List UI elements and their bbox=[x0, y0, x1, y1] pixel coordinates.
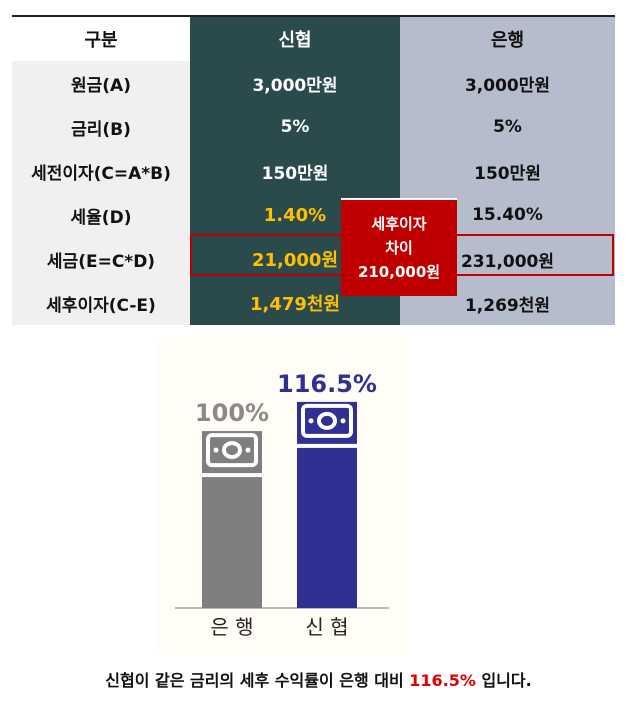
callout-line-1: 세후이자 bbox=[371, 215, 427, 233]
shinhyup-value: 5% bbox=[190, 105, 400, 149]
bar-1 bbox=[297, 401, 357, 608]
summary-footnote: 신협이 같은 금리의 세후 수익률이 은행 대비 116.5% 입니다. bbox=[0, 667, 637, 691]
money-bill-icon-dot bbox=[213, 447, 219, 453]
money-bill-icon-dot bbox=[308, 418, 314, 424]
row-label: 원금(A) bbox=[12, 61, 190, 105]
category-label: 신 협 bbox=[305, 615, 348, 639]
bank-value: 150만원 bbox=[400, 149, 615, 193]
footnote-text: 신협이 같은 금리의 세후 수익률이 은행 대비 bbox=[105, 671, 410, 690]
money-bill-icon-center bbox=[222, 441, 242, 460]
header-category: 구분 bbox=[12, 17, 190, 61]
table-header-row: 구분 신협 은행 bbox=[12, 17, 615, 61]
table-top-rule bbox=[12, 15, 615, 17]
shinhyup-value: 150만원 bbox=[190, 149, 400, 193]
bar-stripe bbox=[297, 443, 357, 448]
footnote-highlight: 116.5% bbox=[409, 671, 476, 690]
money-bill-icon bbox=[206, 433, 258, 468]
row-label: 세후이자(C-E) bbox=[12, 281, 190, 325]
header-shinhyup: 신협 bbox=[190, 17, 400, 61]
money-bill-icon-dot bbox=[245, 447, 251, 453]
footnote-suffix: 입니다. bbox=[475, 671, 532, 690]
money-bill-icon bbox=[301, 403, 353, 438]
money-bill-icon-center bbox=[317, 411, 337, 430]
table-row: 금리(B) 5% 5% bbox=[12, 105, 615, 149]
data-label: 100% bbox=[195, 399, 269, 427]
row-label: 금리(B) bbox=[12, 105, 190, 149]
after-tax-interest-difference-callout: 세후이자 차이 210,000원 bbox=[341, 198, 457, 296]
data-label: 116.5% bbox=[277, 370, 377, 398]
category-label: 은 행 bbox=[210, 615, 253, 639]
header-bank: 은행 bbox=[400, 17, 615, 61]
callout-line-3: 210,000원 bbox=[357, 263, 441, 281]
row-label: 세전이자(C=A*B) bbox=[12, 149, 190, 193]
money-bill-icon-dot bbox=[340, 418, 346, 424]
row-label: 세금(E=C*D) bbox=[12, 237, 190, 281]
row-label: 세율(D) bbox=[12, 193, 190, 237]
bank-value: 1,269천원 bbox=[400, 281, 615, 325]
return-comparison-chart: 100% 은 행 116.5% 신 협 bbox=[157, 338, 407, 654]
bank-value: 5% bbox=[400, 105, 615, 149]
shinhyup-value: 3,000만원 bbox=[190, 61, 400, 105]
bank-value: 3,000만원 bbox=[400, 61, 615, 105]
bar-chart-svg: 100% 은 행 116.5% 신 협 bbox=[175, 370, 389, 639]
callout-line-2: 차이 bbox=[385, 239, 413, 257]
table-row: 세후이자(C-E) 1,479천원 1,269천원 bbox=[12, 281, 615, 325]
table-row: 세전이자(C=A*B) 150만원 150만원 bbox=[12, 149, 615, 193]
table-row: 세율(D) 1.40% 15.40% bbox=[12, 193, 615, 237]
bar-0 bbox=[202, 431, 262, 608]
bar-stripe bbox=[202, 473, 262, 478]
table-row: 원금(A) 3,000만원 3,000만원 bbox=[12, 61, 615, 105]
